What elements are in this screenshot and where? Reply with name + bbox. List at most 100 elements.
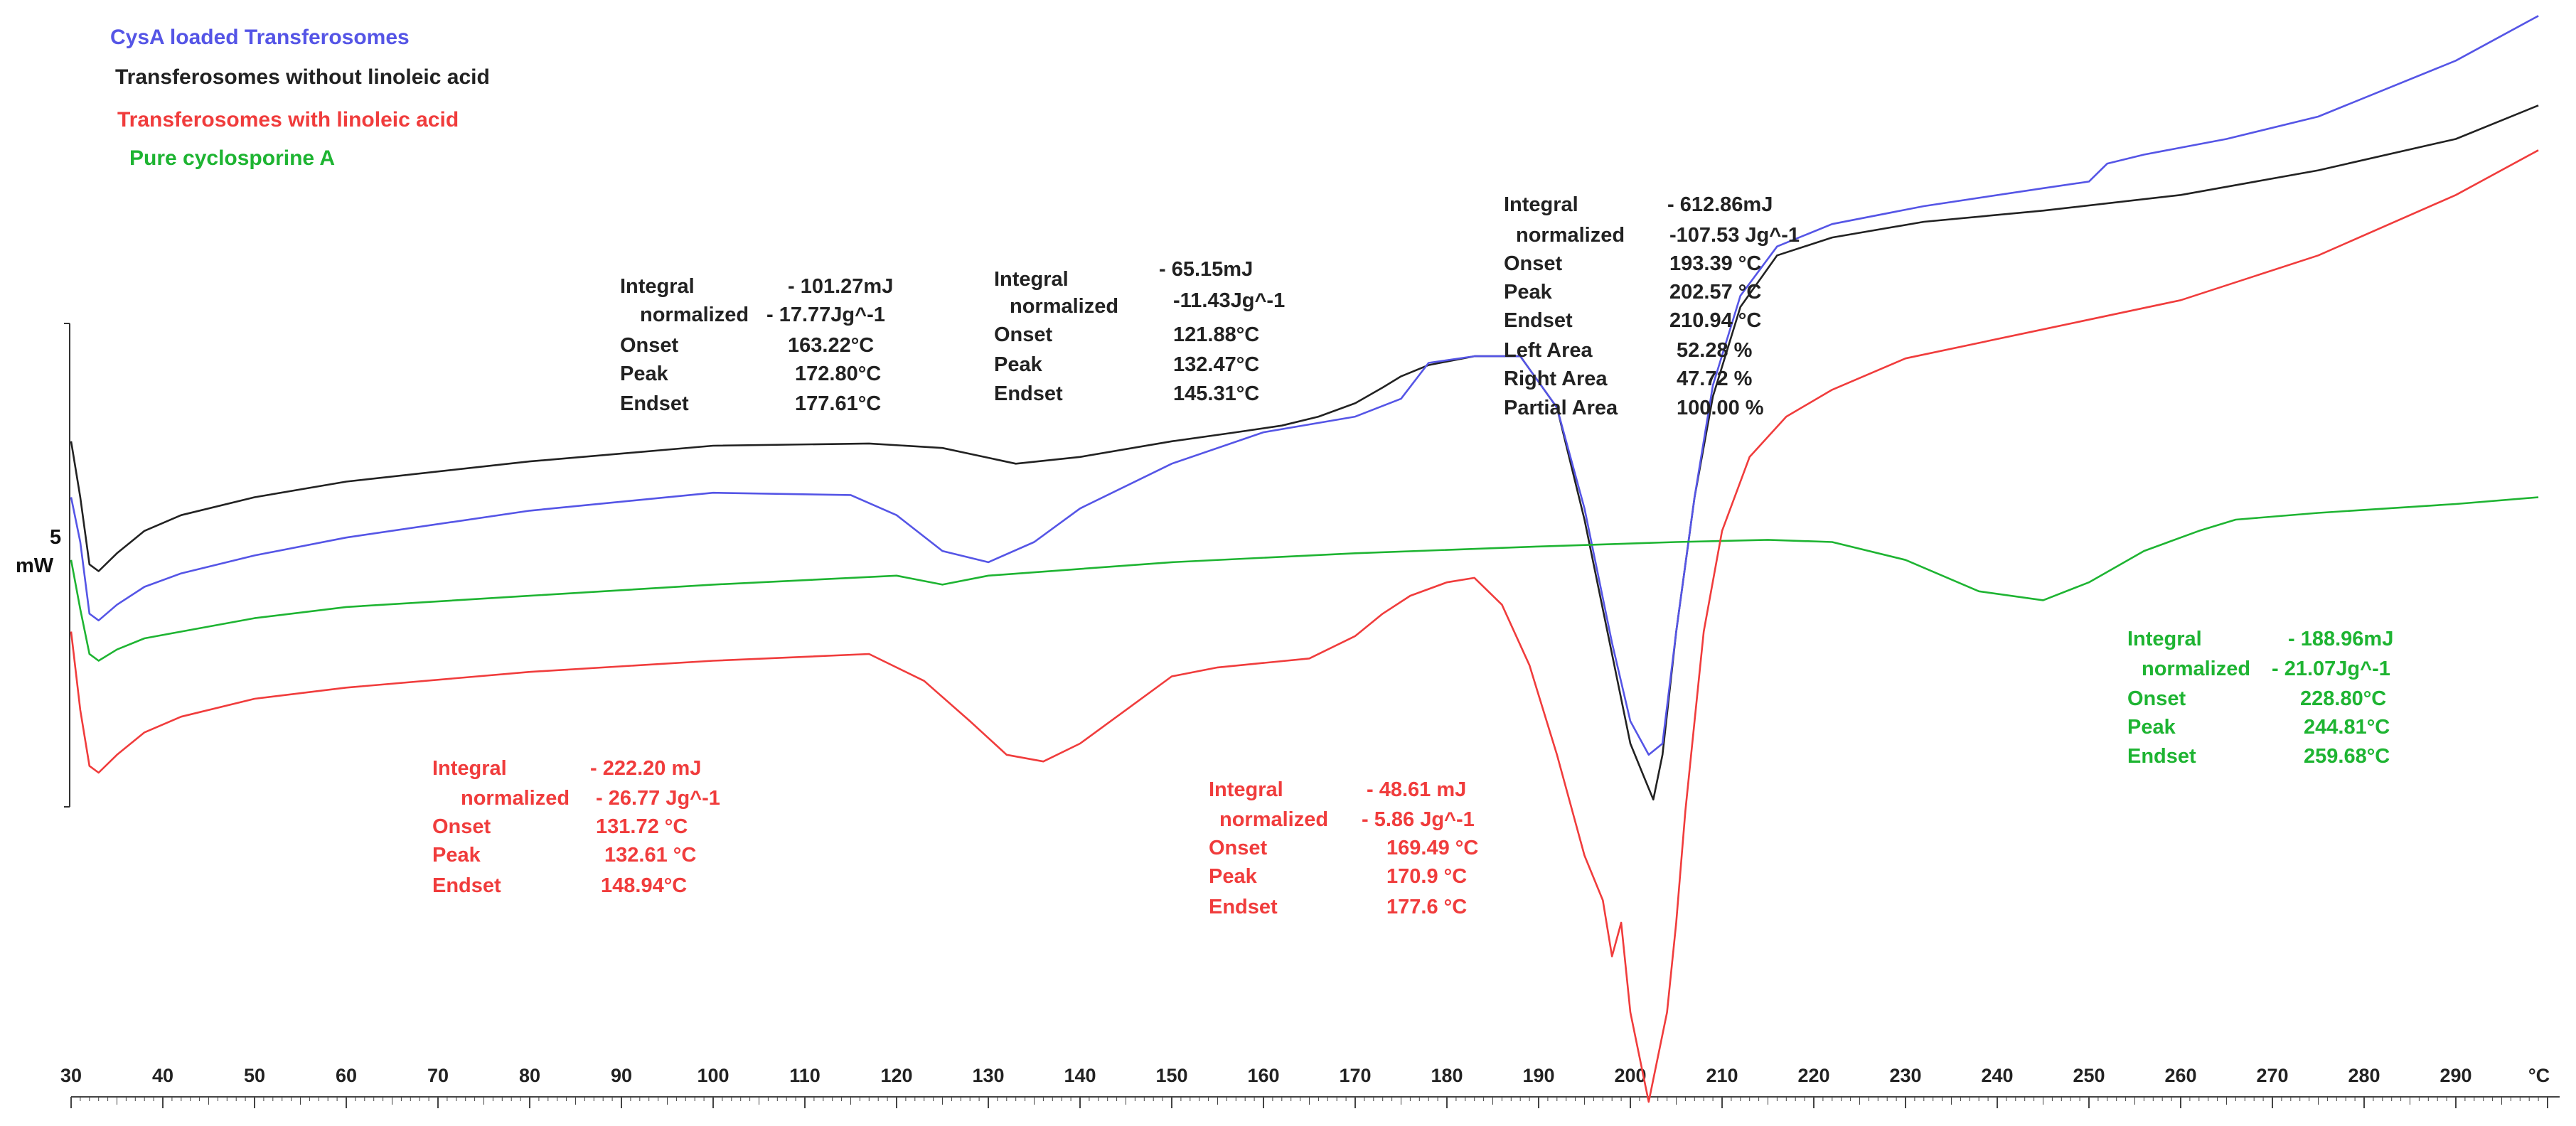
series-line-transferosomes-with-linoleic-acid	[70, 149, 2539, 1103]
annotation-label: Onset	[994, 323, 1053, 346]
legend: CysA loaded Transferosomes Transferosome…	[110, 26, 490, 170]
annotation-black-1: Integral normalized Onset Peak Endset - …	[620, 275, 893, 415]
annotation-value: - 222.20 mJ	[590, 757, 701, 780]
annotation-label: Right Area	[1504, 368, 1608, 390]
x-tick-label: 290	[2439, 1065, 2471, 1086]
x-tick-label: 150	[1155, 1065, 1187, 1086]
x-tick-label: 160	[1247, 1065, 1279, 1086]
annotation-value: 145.31°C	[1173, 382, 1259, 405]
x-tick-label: 70	[427, 1065, 449, 1086]
series-layer	[70, 15, 2539, 1103]
x-tick-label: 250	[2073, 1065, 2105, 1086]
annotation-value: - 17.77Jg^-1	[766, 304, 885, 326]
annotation-value: 131.72 °C	[596, 815, 688, 838]
x-tick-label: 40	[152, 1065, 173, 1086]
annotation-label: Endset	[994, 382, 1063, 405]
annotation-label: normalized	[2142, 658, 2250, 680]
y-scale-value: 5	[50, 526, 61, 549]
annotation-black-2: Integral normalized Onset Peak Endset - …	[994, 258, 1285, 405]
annotation-value: 202.57 °C	[1669, 281, 1761, 304]
annotation-value: -107.53 Jg^-1	[1669, 224, 1800, 247]
annotations: Integral normalized Onset Peak Endset - …	[432, 193, 2393, 918]
annotation-label: normalized	[640, 304, 749, 326]
annotation-label: Endset	[620, 392, 689, 415]
annotation-value: 169.49 °C	[1386, 837, 1478, 859]
annotation-value: 163.22°C	[788, 334, 874, 357]
annotation-label: Endset	[1209, 896, 1278, 918]
annotation-value: 210.94 °C	[1669, 309, 1761, 332]
annotation-label: Onset	[620, 334, 679, 357]
x-tick-label: 220	[1797, 1065, 1829, 1086]
series-line-cysa-loaded-transferosomes	[70, 15, 2539, 756]
x-tick-label: 230	[1889, 1065, 1921, 1086]
x-tick-label: 110	[789, 1065, 821, 1086]
annotation-label: Onset	[432, 815, 491, 838]
annotation-value: 121.88°C	[1173, 323, 1259, 346]
annotation-value: 52.28 %	[1677, 339, 1753, 362]
annotation-label: Onset	[2127, 687, 2186, 710]
x-tick-label: 50	[244, 1065, 265, 1086]
x-tick-label: 120	[880, 1065, 912, 1086]
x-tick-label: 140	[1064, 1065, 1096, 1086]
annotation-value: 148.94°C	[601, 874, 687, 897]
x-axis: 30 40 50 60 70 80 90 100 110 120 130 140 150 160 170 18…	[60, 1065, 2560, 1108]
annotation-value: - 612.86mJ	[1667, 193, 1773, 216]
annotation-value: 177.6 °C	[1386, 896, 1467, 918]
annotation-label: Onset	[1209, 837, 1268, 859]
annotation-value: 228.80°C	[2300, 687, 2386, 710]
annotation-label: Endset	[432, 874, 501, 897]
annotation-red-2: Integral normalized Onset Peak Endset - …	[1209, 778, 1478, 918]
x-tick-label: 60	[336, 1065, 357, 1086]
annotation-label: normalized	[461, 787, 570, 810]
annotation-value: - 5.86 Jg^-1	[1362, 808, 1475, 831]
annotation-value: 47.72 %	[1677, 368, 1753, 390]
y-scale-bar: 5 mW	[16, 323, 70, 808]
annotation-green-1: Integral normalized Onset Peak Endset - …	[2127, 628, 2393, 768]
annotation-label: Endset	[2127, 745, 2196, 768]
annotation-value: - 188.96mJ	[2288, 628, 2393, 650]
annotation-value: 132.47°C	[1173, 353, 1259, 376]
annotation-value: - 48.61 mJ	[1367, 778, 1466, 801]
x-tick-label: 270	[2256, 1065, 2288, 1086]
x-tick-label: 240	[1981, 1065, 2013, 1086]
annotation-label: Endset	[1504, 309, 1573, 332]
annotation-value: 193.39 °C	[1669, 252, 1761, 275]
annotation-value: - 26.77 Jg^-1	[596, 787, 720, 810]
annotation-value: - 65.15mJ	[1159, 258, 1253, 281]
x-tick-label: 170	[1339, 1065, 1371, 1086]
annotation-label: Onset	[1504, 252, 1563, 275]
annotation-label: Peak	[994, 353, 1043, 376]
annotation-value: 259.68°C	[2304, 745, 2390, 768]
annotation-label: Left Area	[1504, 339, 1593, 362]
x-tick-label: 190	[1522, 1065, 1554, 1086]
annotation-label: Partial Area	[1504, 397, 1618, 419]
annotation-label: Peak	[432, 844, 481, 867]
series-line-transferosomes-without-linoleic-acid	[70, 104, 2539, 801]
annotation-value: 170.9 °C	[1386, 865, 1467, 888]
annotation-label: normalized	[1010, 295, 1118, 318]
y-scale-unit: mW	[16, 554, 54, 577]
annotation-label: Peak	[620, 363, 669, 385]
x-tick-label: 90	[611, 1065, 632, 1086]
annotation-red-1: Integral normalized Onset Peak Endset - …	[432, 757, 720, 897]
annotation-label: Peak	[1209, 865, 1258, 888]
legend-entry-cysa-loaded: CysA loaded Transferosomes	[110, 26, 410, 49]
annotation-label: Integral	[432, 757, 507, 780]
x-tick-label: 280	[2348, 1065, 2380, 1086]
annotation-value: 244.81°C	[2304, 716, 2390, 739]
annotation-label: Integral	[994, 268, 1069, 291]
annotation-label: Integral	[1504, 193, 1578, 216]
x-tick-label: °C	[2528, 1065, 2550, 1086]
x-tick-label: 80	[519, 1065, 540, 1086]
x-tick-label: 180	[1431, 1065, 1463, 1086]
annotation-label: Integral	[620, 275, 695, 298]
x-tick-label: 210	[1706, 1065, 1738, 1086]
annotation-label: Peak	[2127, 716, 2176, 739]
annotation-value: 172.80°C	[795, 363, 881, 385]
annotation-label: Peak	[1504, 281, 1553, 304]
annotation-label: Integral	[1209, 778, 1283, 801]
legend-entry-pure-cyclosporine: Pure cyclosporine A	[129, 146, 335, 170]
series-line-pure-cyclosporine-a	[70, 496, 2539, 662]
annotation-value: 100.00 %	[1677, 397, 1764, 419]
annotation-value: 132.61 °C	[604, 844, 696, 867]
